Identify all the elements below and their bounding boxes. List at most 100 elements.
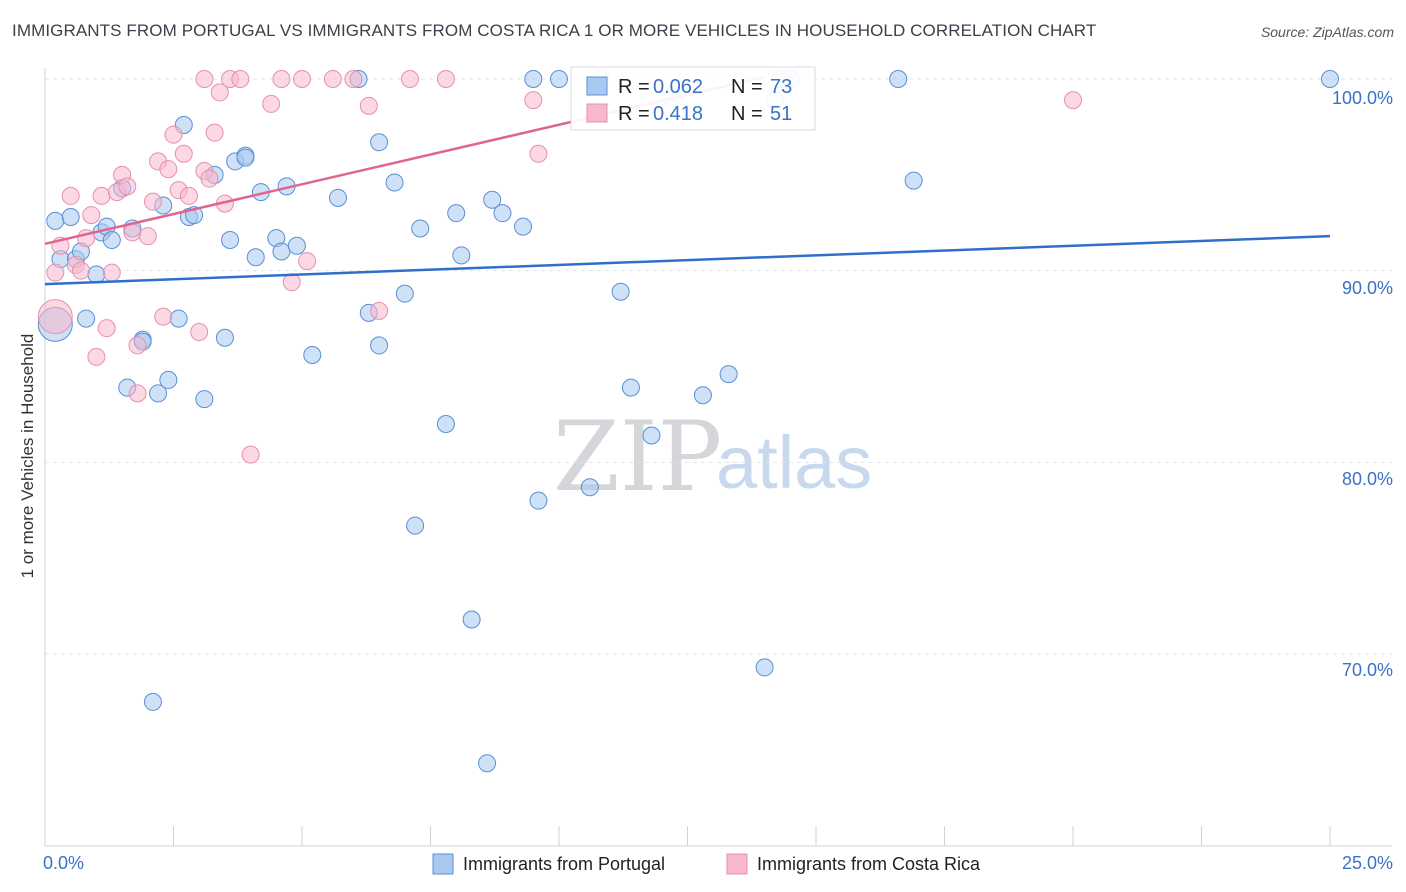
data-point-portugal xyxy=(87,265,106,284)
data-point-portugal xyxy=(493,204,512,223)
data-point-costa-rica xyxy=(323,70,342,88)
y-tick-label-70: 70.0% xyxy=(1342,660,1393,680)
data-point-portugal xyxy=(406,516,425,535)
data-point-portugal xyxy=(303,346,322,364)
data-point-portugal xyxy=(149,384,168,403)
legend-swatch-portugal xyxy=(432,853,454,875)
data-point-portugal xyxy=(436,415,455,433)
y-tick-label-80: 80.0% xyxy=(1342,469,1393,489)
x-tick-label-min: 0.0% xyxy=(43,853,84,873)
data-point-costa-rica xyxy=(210,83,229,102)
data-point-portugal xyxy=(287,236,306,255)
data-point-portugal xyxy=(524,70,543,88)
stats-swatch-costa-rica xyxy=(586,103,608,123)
y-tick-labels: 70.0% 80.0% 90.0% 100.0% xyxy=(1332,88,1393,680)
data-point-portugal xyxy=(328,188,347,207)
chart-source: Source: ZipAtlas.com xyxy=(1260,24,1394,40)
data-point-costa-rica xyxy=(128,384,147,403)
data-point-costa-rica xyxy=(298,252,317,271)
data-point-portugal xyxy=(385,173,404,192)
data-point-portugal xyxy=(370,336,389,355)
data-point-portugal xyxy=(755,658,774,677)
data-point-portugal xyxy=(719,365,738,384)
data-point-costa-rica xyxy=(164,125,183,144)
data-point-costa-rica xyxy=(195,70,214,88)
data-point-portugal xyxy=(529,491,548,510)
watermark-zip: ZIP xyxy=(553,401,722,513)
stats-r-label-portugal: R = xyxy=(618,76,650,98)
data-point-costa-rica xyxy=(529,144,548,163)
trend-line-portugal xyxy=(44,234,1331,286)
data-point-portugal xyxy=(272,242,291,261)
data-point-costa-rica xyxy=(272,70,291,88)
data-point-portugal xyxy=(580,478,599,497)
data-point-portugal xyxy=(370,133,389,152)
data-point-portugal xyxy=(77,309,96,328)
legend: Immigrants from Portugal Immigrants from… xyxy=(432,853,981,875)
data-point-portugal xyxy=(478,754,497,773)
data-point-portugal xyxy=(102,231,121,249)
data-point-portugal xyxy=(221,231,240,249)
data-point-portugal xyxy=(169,309,188,328)
data-point-portugal xyxy=(246,248,265,267)
data-point-costa-rica xyxy=(159,160,178,179)
data-point-costa-rica xyxy=(241,445,260,464)
data-point-costa-rica xyxy=(400,70,419,88)
data-point-costa-rica xyxy=(370,301,389,320)
data-point-portugal xyxy=(411,219,430,238)
data-point-costa-rica xyxy=(82,206,101,225)
data-point-portugal xyxy=(611,282,630,301)
stats-box: R = 0.062 N = 73 R = 0.418 N = 51 xyxy=(570,66,816,131)
stats-swatch-portugal xyxy=(586,76,608,96)
stats-n-costa-rica: 51 xyxy=(770,103,792,125)
data-point-portugal xyxy=(215,328,234,347)
data-point-portugal xyxy=(195,390,214,409)
legend-label-costa-rica: Immigrants from Costa Rica xyxy=(757,854,981,874)
data-point-costa-rica xyxy=(200,169,219,188)
x-ticks xyxy=(44,826,1331,846)
stats-n-portugal: 73 xyxy=(770,76,792,98)
stats-r-portugal: 0.062 xyxy=(653,76,703,98)
stats-n-label-portugal: N = xyxy=(731,76,763,98)
chart-title: IMMIGRANTS FROM PORTUGAL VS IMMIGRANTS F… xyxy=(12,21,1097,40)
data-point-costa-rica xyxy=(143,192,162,211)
series-costa-rica-points xyxy=(37,70,1082,464)
stats-r-label-costa-rica: R = xyxy=(618,103,650,125)
data-point-portugal xyxy=(46,211,65,230)
y-tick-label-100: 100.0% xyxy=(1332,88,1393,108)
data-point-portugal xyxy=(143,692,162,711)
data-point-costa-rica xyxy=(92,186,111,205)
data-point-costa-rica xyxy=(174,144,193,163)
data-point-costa-rica xyxy=(123,223,142,242)
data-point-costa-rica xyxy=(231,70,250,88)
data-point-portugal xyxy=(550,70,568,88)
data-point-portugal xyxy=(1321,70,1339,88)
data-point-costa-rica xyxy=(71,261,90,280)
data-point-costa-rica xyxy=(102,263,121,282)
data-point-costa-rica xyxy=(524,91,543,110)
data-point-costa-rica xyxy=(46,263,65,282)
data-point-costa-rica xyxy=(436,70,455,88)
data-point-costa-rica xyxy=(37,299,73,335)
legend-swatch-costa-rica xyxy=(726,853,748,875)
data-point-costa-rica xyxy=(344,70,363,88)
data-point-portugal xyxy=(61,208,80,226)
y-axis-label: 1 or more Vehicles in Household xyxy=(18,334,37,579)
data-point-costa-rica xyxy=(118,177,137,196)
data-point-costa-rica xyxy=(154,307,173,326)
data-point-portugal xyxy=(462,610,481,629)
data-point-costa-rica xyxy=(179,186,198,205)
data-point-costa-rica xyxy=(205,123,224,142)
data-point-portugal xyxy=(447,204,466,223)
data-point-portugal xyxy=(514,217,533,236)
data-point-portugal xyxy=(236,148,255,167)
data-point-portugal xyxy=(159,370,178,389)
data-point-costa-rica xyxy=(97,319,116,338)
data-point-portugal xyxy=(693,386,712,405)
data-point-portugal xyxy=(395,284,414,303)
stats-box-frame xyxy=(570,66,816,131)
data-point-costa-rica xyxy=(262,94,281,113)
x-tick-label-max: 25.0% xyxy=(1342,853,1393,873)
data-point-costa-rica xyxy=(138,227,157,246)
